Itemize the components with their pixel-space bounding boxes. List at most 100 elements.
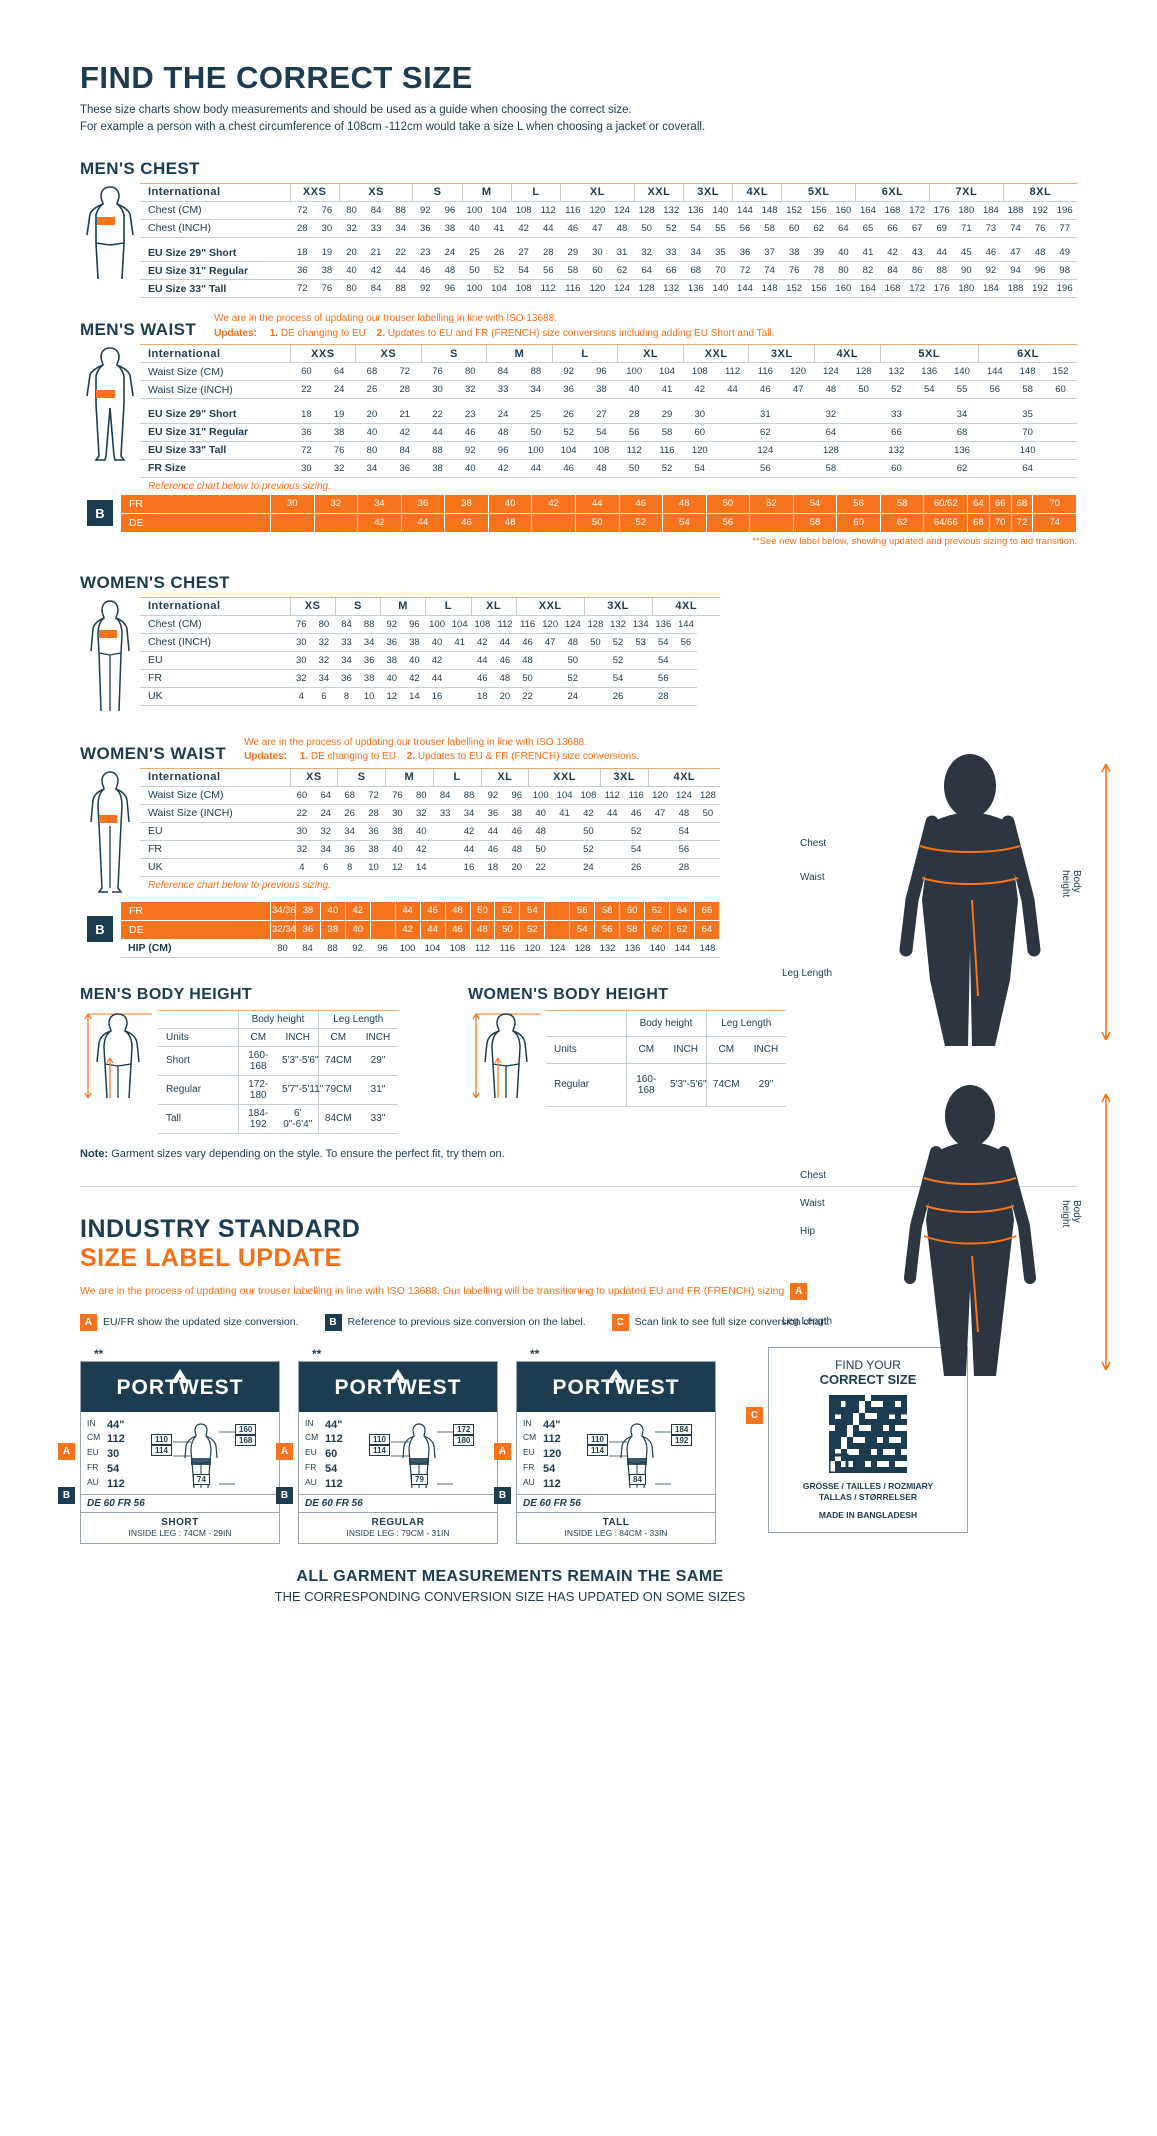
cell: 40 [528, 804, 553, 823]
cell: 50 [561, 651, 585, 670]
reference-cell: 52 [494, 900, 521, 921]
cell: 30 [290, 633, 313, 652]
cell: 42 [471, 633, 494, 652]
qr-code-icon[interactable] [827, 1393, 909, 1474]
badge-b-legend: B [324, 1313, 342, 1331]
cell: 160 [831, 201, 856, 220]
cell: 18 [290, 244, 315, 262]
bh-row: Regular 172-180 5'7"-5'11" 79CM 31" [158, 1075, 398, 1105]
cell: 40 [403, 651, 426, 670]
code-row: CM 112 [305, 1432, 367, 1447]
cell: 20 [355, 405, 389, 424]
cell: 100 [462, 201, 487, 220]
cell: 36 [361, 822, 386, 841]
table-row: Waist Size (INCH) 22 24 26 28 30 32 33 34 36 38 40 4… [140, 804, 720, 823]
cell: 16 [425, 687, 449, 706]
label-figure: 110 114 172 180 79 [367, 1418, 493, 1492]
cell: 50 [462, 261, 487, 280]
notice-u2: Updates to EU and FR (FRENCH) size conve… [387, 327, 775, 339]
qr-card[interactable]: FIND YOUR CORRECT SIZE GRÖSSE / TAILLES / … [768, 1346, 968, 1534]
cell: 136 [620, 939, 645, 958]
cell: 84 [880, 261, 905, 280]
cell: 80 [312, 615, 336, 634]
cell: 148 [1011, 362, 1044, 381]
cell: 76 [781, 261, 807, 280]
cell: 62 [748, 423, 782, 442]
notice-line-1-w: We are in the process of updating our tr… [244, 736, 587, 748]
cell: 36 [412, 219, 438, 238]
cell: 46 [493, 651, 517, 670]
cell: 44 [481, 822, 505, 841]
reference-cell: 56 [705, 512, 751, 533]
code-value: 44" [107, 1418, 125, 1431]
cell: 84 [335, 615, 358, 634]
cell: 23 [412, 244, 438, 262]
size-label-card: ** PORTWEST IN 44" CM 112 EU 30 FR 54 AU 112 110 114 1… [58, 1347, 280, 1544]
row-label: EU [140, 822, 290, 841]
reference-row-label: FR [120, 900, 271, 921]
cell [584, 669, 607, 688]
reference-cell: 32/34 [270, 919, 296, 940]
reference-cell: 62 [669, 919, 695, 940]
cell: 100 [462, 279, 487, 298]
cell: 44 [457, 840, 481, 859]
table-row: EU Size 31" Regular 36 38 40 42 44 46 48 50 52 54 5… [140, 261, 1077, 280]
cell: 40 [462, 219, 487, 238]
cell: 112 [535, 201, 561, 220]
cell: 56 [617, 423, 651, 442]
bh-header-row: Body height Leg Length [158, 1009, 398, 1029]
cell [433, 822, 458, 841]
cell [695, 858, 720, 877]
bh-row: Short 160-168 5'3"-5'6" 74CM 29" [158, 1046, 398, 1076]
cell: 38 [421, 459, 454, 478]
label-box: PORTWEST IN 44" CM 112 EU 30 FR 54 AU 112 110 114 160… [80, 1360, 280, 1544]
cell: 96 [437, 279, 463, 298]
cell: 76 [314, 279, 340, 298]
cell: 180 [954, 201, 979, 220]
cell: 38 [403, 633, 426, 652]
cell: 48 [486, 423, 520, 442]
cell: 20 [339, 244, 364, 262]
cell: 80 [831, 261, 856, 280]
cell [648, 858, 672, 877]
code-row: AU 112 [305, 1477, 367, 1492]
table-row: UK 4 6 8 10 12 14 16 18 20 22 24 26 28 [140, 858, 720, 877]
cell: 72 [732, 261, 758, 280]
size-header-m: M [461, 182, 512, 202]
row-label: International [140, 182, 290, 202]
table-row: Chest (CM) 72 76 80 84 88 92 96 100 104 108 112 116 1… [140, 201, 1077, 220]
cell: 104 [552, 441, 586, 460]
previous-size-conversion: DE 60 FR 56 [517, 1493, 715, 1512]
cell: 52 [576, 840, 601, 859]
cell: 132 [658, 201, 684, 220]
cell: 132 [880, 441, 913, 460]
mens-waist-reference-note: Reference chart below to previous sizing… [148, 480, 331, 492]
womens-body-height-table: Body height Leg Length Units CM INCH CM INCH Re… [546, 1009, 786, 1107]
code-key: FR [87, 1462, 99, 1473]
cell [538, 651, 562, 670]
cell: 156 [806, 201, 832, 220]
cell: 104 [650, 362, 684, 381]
cell: 46 [552, 459, 586, 478]
size-header-xxl: XXL [528, 767, 601, 787]
cell: 44 [716, 380, 749, 399]
row-label: FR [140, 669, 290, 688]
size-header-3xl: 3XL [599, 767, 649, 787]
code-value: 112 [107, 1433, 125, 1446]
cell: 33 [335, 633, 358, 652]
label-measurements: IN 44" CM 112 EU 30 FR 54 AU 112 110 114 160 168 74 [81, 1412, 279, 1494]
cell: 124 [561, 615, 585, 634]
cell [648, 822, 672, 841]
size-header-4xl: 4XL [651, 596, 720, 616]
code-row: IN 44" [523, 1418, 585, 1433]
cell: 42 [457, 822, 481, 841]
cell: 132 [595, 939, 620, 958]
cell: 64 [1011, 459, 1044, 478]
cell: 32 [409, 804, 434, 823]
cell: 42 [486, 459, 520, 478]
reference-cell: 70 [988, 512, 1012, 533]
table-row: EU Size 33" Tall 72 76 80 84 88 92 96 100 104 108 1… [140, 279, 1077, 298]
cell: 60 [683, 423, 717, 442]
cell [629, 651, 652, 670]
label-figure: 110 114 160 168 74 [149, 1418, 275, 1492]
